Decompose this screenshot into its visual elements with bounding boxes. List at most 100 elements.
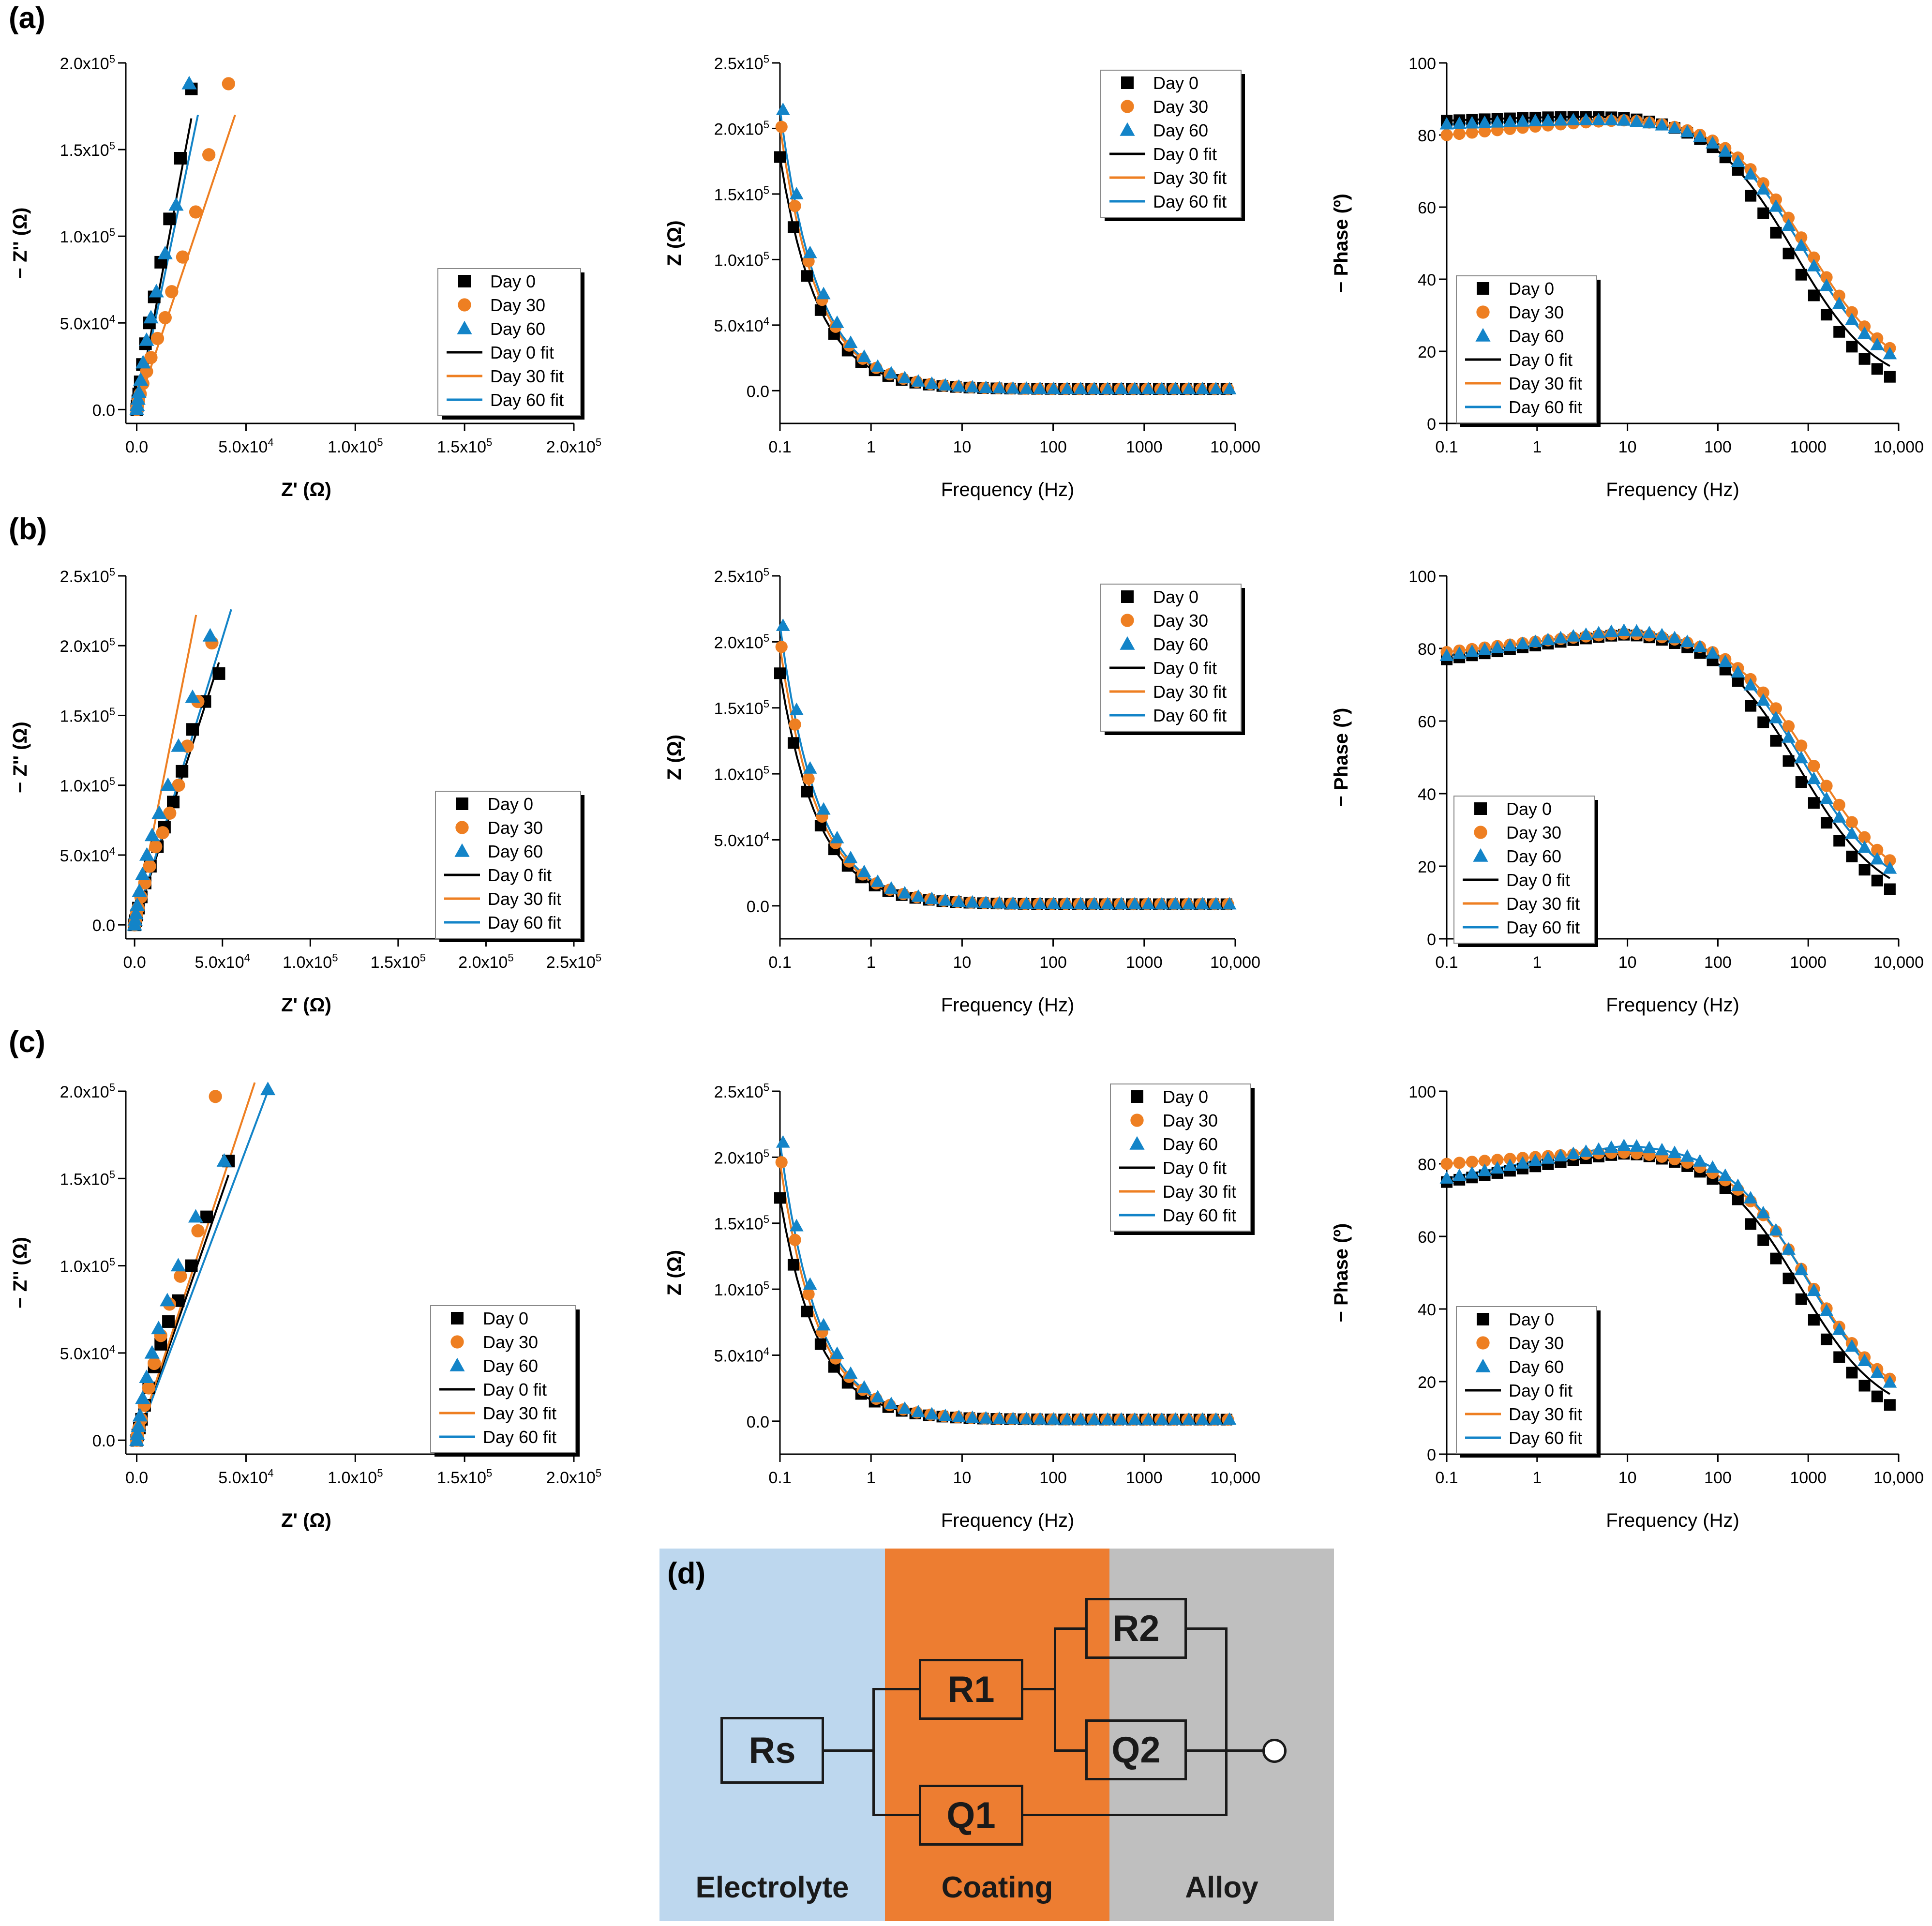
chart-a-phase-point-2 xyxy=(1870,337,1885,350)
chart-c-mod-point-2 xyxy=(1182,1412,1196,1425)
chart-c-nyquist-legend-marker-1 xyxy=(450,1335,464,1349)
chart-b-mod-point-2 xyxy=(979,895,993,908)
chart-c-nyquist-ytick-label: 1.0x105 xyxy=(60,1256,115,1276)
chart-c-nyquist-legend-label-4: Day 30 fit xyxy=(483,1403,556,1423)
chart-b-phase-point-2 xyxy=(1642,625,1657,638)
chart-b-phase-legend-box xyxy=(1453,796,1595,944)
chart-c-nyquist-ytick-label: 5.0x104 xyxy=(60,1343,115,1363)
chart-c-nyquist-point-0 xyxy=(162,1315,175,1328)
electrolyte-zone: Electrolyte xyxy=(659,1549,885,1921)
chart-a-phase-point-0 xyxy=(1846,341,1858,353)
chart-a-nyquist-legend-label-0: Day 0 xyxy=(490,271,536,291)
chart-c-phase-point-2 xyxy=(1692,1154,1707,1167)
chart-a-phase-point-2 xyxy=(1655,118,1669,131)
chart-b-mod-point-0 xyxy=(787,737,799,749)
chart-b-nyquist-xtick-label: 2.5x105 xyxy=(546,951,601,972)
chart-b-mod-x-axis-label: Frequency (Hz) xyxy=(941,994,1075,1016)
chart-c-mod-point-2 xyxy=(884,1397,899,1409)
chart-a-nyquist-x-axis-label: Z' (Ω) xyxy=(281,479,331,500)
chart-b-phase-point-2 xyxy=(1782,730,1796,743)
chart-a-nyquist-legend-label-1: Day 30 xyxy=(490,295,545,315)
chart-a-mod-point-2 xyxy=(1182,382,1196,394)
chart-b-mod-point-2 xyxy=(1141,897,1155,910)
chart-b-mod-legend-marker-2 xyxy=(1120,636,1135,650)
chart-b-phase-point-2 xyxy=(1857,840,1872,853)
chart-b-phase-legend-marker-0 xyxy=(1474,802,1487,815)
chart-c-phase-point-0 xyxy=(1871,1390,1883,1402)
chart-c-mod-legend-label-2: Day 60 xyxy=(1163,1134,1218,1154)
chart-b-nyquist-point-1 xyxy=(172,779,185,792)
chart-c-mod-point-2 xyxy=(925,1407,939,1420)
chart-c-phase-legend-label-1: Day 30 xyxy=(1509,1333,1564,1353)
chart-a-phase-xtick-label: 10,000 xyxy=(1873,438,1924,456)
chart-c-mod-legend-box xyxy=(1110,1083,1251,1232)
chart-c-nyquist-point-1 xyxy=(148,1356,161,1370)
chart-c-phase-legend-box xyxy=(1456,1306,1597,1454)
wire-to-r2 xyxy=(1054,1627,1087,1630)
chart-c-mod-point-2 xyxy=(843,1366,858,1379)
chart-a-nyquist-legend-label-2: Day 60 xyxy=(490,319,545,339)
chart-b-phase-point-2 xyxy=(1554,631,1568,644)
chart-b-nyquist-legend-marker-1 xyxy=(455,821,469,834)
chart-c-phase-point-0 xyxy=(1846,1367,1858,1379)
chart-a-phase-point-2 xyxy=(1591,112,1606,125)
chart-b-phase-point-0 xyxy=(1858,864,1871,876)
chart-b-phase-xtick-label: 10,000 xyxy=(1873,953,1924,972)
chart-b-phase-point-1 xyxy=(1795,739,1808,752)
chart-c-phase-point-2 xyxy=(1667,1145,1682,1159)
chart-b-phase-point-2 xyxy=(1478,642,1492,655)
chart-b-phase-point-2 xyxy=(1667,631,1682,644)
chart-a-nyquist-legend-box xyxy=(437,268,581,416)
chart-a-nyquist-ytick-label: 1.5x105 xyxy=(60,139,115,160)
chart-c-nyquist-legend-label-0: Day 0 xyxy=(483,1309,528,1328)
chart-c-mod-point-2 xyxy=(789,1219,804,1232)
chart-a-nyquist-point-1 xyxy=(144,351,158,364)
chart-a-mod-legend-label-1: Day 30 xyxy=(1153,97,1208,117)
chart-b-mod-legend-marker-0 xyxy=(1121,590,1134,603)
chart-c-phase-point-2 xyxy=(1541,1151,1555,1164)
chart-b-phase-legend-label-5: Day 60 fit xyxy=(1506,918,1580,937)
chart-a-phase-point-2 xyxy=(1465,116,1479,129)
chart-b-mod-xtick-label: 100 xyxy=(1039,953,1067,972)
chart-b-phase-point-2 xyxy=(1630,624,1644,637)
chart-a-nyquist-ytick-label: 5.0x104 xyxy=(60,313,115,333)
chart-b-phase-point-2 xyxy=(1566,629,1581,642)
chart-b-mod-point-2 xyxy=(925,891,939,904)
chart-b-nyquist-legend-label-1: Day 30 xyxy=(488,818,543,838)
chart-c-phase-point-2 xyxy=(1642,1141,1657,1154)
chart-c-mod-point-2 xyxy=(776,1135,790,1148)
r2-element: R2 xyxy=(1085,1598,1187,1659)
chart-c-mod-point-2 xyxy=(938,1408,953,1421)
chart-a-mod-x-axis-label: Frequency (Hz) xyxy=(941,479,1075,500)
chart-b-mod-point-2 xyxy=(1182,897,1196,910)
chart-a-mod-point-2 xyxy=(952,379,966,392)
chart-c-mod-point-2 xyxy=(1141,1412,1155,1425)
chart-b-mod-ytick-label: 0.0 xyxy=(747,898,769,916)
wire-to-r1 xyxy=(872,1688,920,1690)
chart-b-mod-point-2 xyxy=(816,802,831,815)
chart-b-phase-legend-label-1: Day 30 xyxy=(1506,823,1561,843)
chart-a-mod-point-2 xyxy=(803,245,817,258)
chart-b-phase-point-1 xyxy=(1757,686,1769,699)
chart-a-phase-point-1 xyxy=(1782,211,1795,224)
chart-b-phase-point-1 xyxy=(1858,831,1871,843)
chart-a-mod-point-2 xyxy=(1019,381,1034,394)
chart-c-mod-point-2 xyxy=(1033,1412,1047,1425)
chart-b-nyquist-legend-label-5: Day 60 fit xyxy=(488,913,561,933)
chart-a-nyquist-y-axis-label: − Z'' (Ω) xyxy=(10,208,31,279)
chart-a-mod-legend-label-4: Day 30 fit xyxy=(1153,168,1227,188)
chart-b-mod-point-2 xyxy=(1100,897,1115,910)
chart-c-phase-point-0 xyxy=(1757,1234,1769,1246)
chart-c-nyquist-y-axis-label: − Z'' (Ω) xyxy=(10,1237,31,1309)
chart-a-phase-ytick-label: 100 xyxy=(1408,55,1436,73)
chart-a-mod-ytick-label: 1.0x105 xyxy=(714,250,769,270)
chart-b-phase-point-2 xyxy=(1870,852,1885,865)
chart-b-nyquist-legend-marker-0 xyxy=(456,797,468,810)
chart-a-phase-legend-label-0: Day 0 xyxy=(1509,279,1554,299)
chart-b-phase-legend-label-0: Day 0 xyxy=(1506,799,1552,819)
chart-a-phase-point-2 xyxy=(1832,296,1846,309)
chart-a-mod-ytick-label: 0.0 xyxy=(747,382,769,401)
chart-c-phase-point-1 xyxy=(1440,1158,1453,1170)
chart-a-mod-point-2 xyxy=(816,286,831,300)
chart-c-mod-point-2 xyxy=(1060,1412,1074,1425)
